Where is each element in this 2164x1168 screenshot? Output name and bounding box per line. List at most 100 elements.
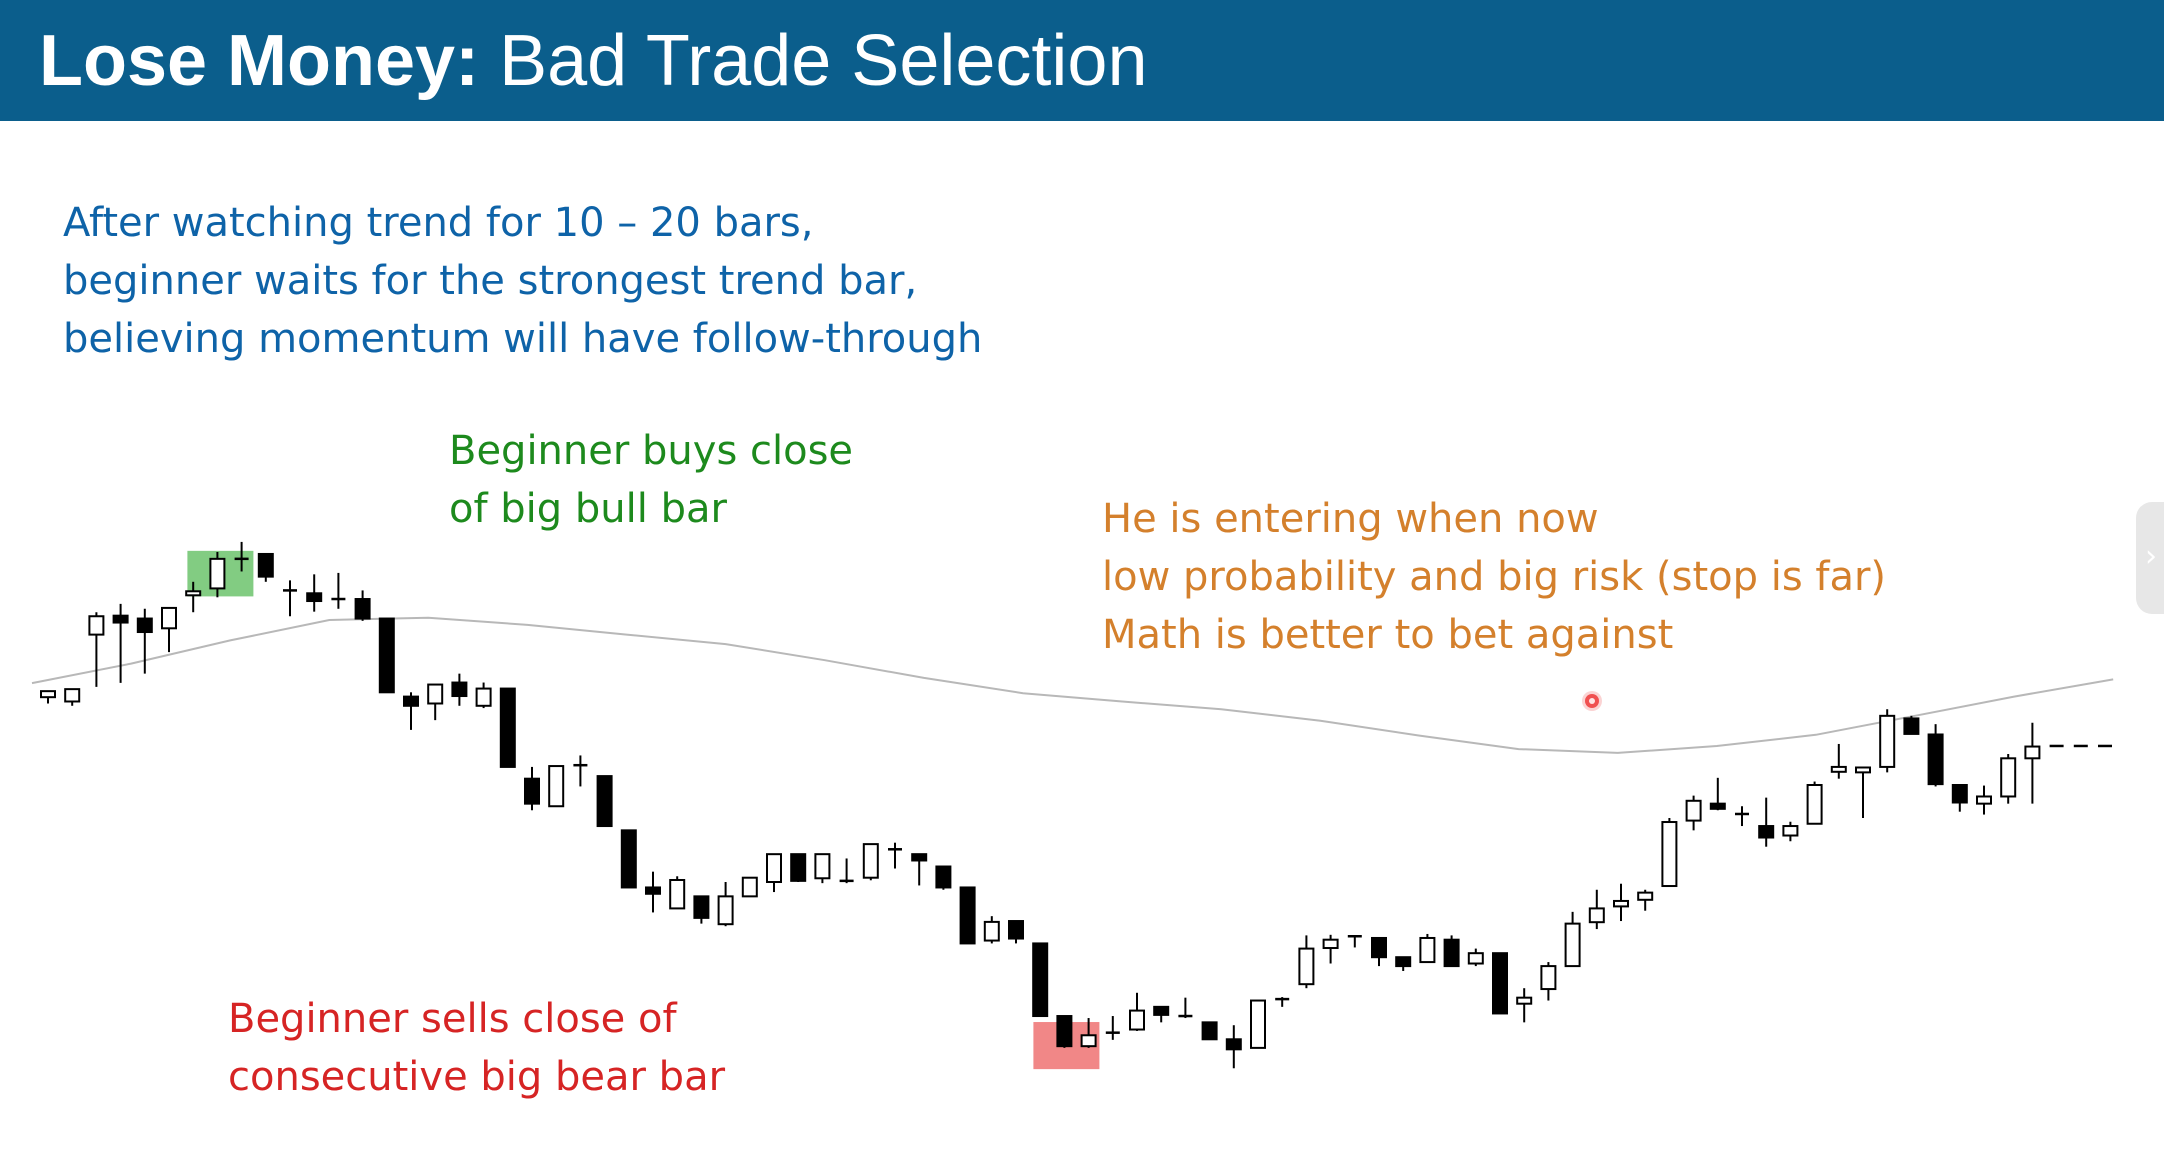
candle xyxy=(693,895,710,924)
candle xyxy=(766,853,782,893)
candle xyxy=(64,688,81,706)
candle-bear-body xyxy=(959,886,976,945)
slide-title-rest: Bad Trade Selection xyxy=(479,21,1148,101)
candle xyxy=(185,581,202,613)
candle-bear-body xyxy=(1395,956,1412,968)
candle xyxy=(1032,942,1049,1018)
candle xyxy=(1830,743,1847,779)
candle xyxy=(596,775,613,828)
candle xyxy=(1008,920,1024,944)
candle-bull-body xyxy=(2024,745,2041,760)
candle xyxy=(1588,889,1605,930)
candle xyxy=(1927,724,1944,787)
candle-bull-body xyxy=(1467,952,1484,965)
candle-bull-body xyxy=(1661,821,1678,888)
candle xyxy=(862,843,879,881)
candle xyxy=(548,765,565,808)
candle-bear-body xyxy=(1201,1021,1218,1041)
candle xyxy=(2024,722,2041,804)
candle-bull-body xyxy=(1250,999,1266,1049)
candle-bull-body xyxy=(1637,891,1654,901)
candle-bear-body xyxy=(1443,938,1460,968)
candle xyxy=(257,552,274,582)
candle-bull-body xyxy=(88,615,105,636)
candle xyxy=(741,876,758,898)
candle xyxy=(40,690,56,704)
candle-bear-body xyxy=(693,895,710,919)
candle xyxy=(1735,806,1749,827)
candle xyxy=(1564,911,1581,968)
candle xyxy=(645,871,661,913)
candle-bull-body xyxy=(2000,757,2017,798)
candlestick-series xyxy=(40,541,2112,1069)
next-slide-tab[interactable]: › xyxy=(2136,502,2164,614)
candle xyxy=(1540,962,1557,1001)
candle xyxy=(717,882,734,927)
candle-bear-body xyxy=(112,614,129,624)
candle xyxy=(1129,992,1145,1031)
candle xyxy=(1201,1021,1218,1041)
candle xyxy=(1056,1015,1073,1048)
candle-bear-body xyxy=(1032,942,1049,1018)
candle-bull-body xyxy=(1782,825,1799,837)
candle-bear-body xyxy=(257,552,274,578)
candle xyxy=(1250,999,1266,1049)
candle xyxy=(88,612,105,687)
candle-bear-body xyxy=(524,777,540,805)
candle-bull-body xyxy=(161,606,177,630)
sell-annotation: Beginner sells close of consecutive big … xyxy=(228,990,725,1106)
candle xyxy=(1178,997,1193,1019)
candle xyxy=(1879,709,1896,773)
intro-line-2: beginner waits for the strongest trend b… xyxy=(63,258,918,304)
candle-bull-body xyxy=(475,687,492,707)
candle-bull-body xyxy=(1322,938,1339,950)
candle-bear-body xyxy=(1492,952,1508,1015)
candle-bull-body xyxy=(209,557,226,590)
candle xyxy=(959,886,976,945)
candle xyxy=(1395,956,1412,971)
candle-bear-body xyxy=(499,687,516,768)
candle-bull-body xyxy=(1806,784,1823,825)
candle xyxy=(499,687,516,768)
candle-bull-body xyxy=(1129,1009,1145,1031)
candle xyxy=(283,580,297,617)
candle-bull-body xyxy=(1588,907,1605,924)
chevron-right-icon: › xyxy=(2145,539,2157,574)
candle xyxy=(1467,948,1484,967)
candle xyxy=(1371,936,1387,967)
candle-bear-body xyxy=(935,865,952,889)
candle-bear-body xyxy=(790,853,807,882)
candle-bull-body xyxy=(717,895,734,926)
candle xyxy=(354,590,371,621)
pointer-dot xyxy=(1585,694,1599,708)
candle xyxy=(306,574,323,612)
buy-line-2: of big bull bar xyxy=(449,486,727,532)
candle-bull-body xyxy=(427,683,444,705)
sell-line-2: consecutive big bear bar xyxy=(228,1054,726,1100)
intro-line-3: believing momentum will have follow-thro… xyxy=(63,316,983,362)
candle-bull-body xyxy=(1879,714,1896,768)
candle xyxy=(161,606,177,653)
candle xyxy=(1951,784,1968,812)
slide-title-bold: Lose Money: xyxy=(39,21,480,101)
candle-bull-body xyxy=(1080,1034,1097,1048)
candle-bear-body xyxy=(911,853,928,862)
candle-bull-body xyxy=(1564,922,1581,968)
candle xyxy=(378,617,395,694)
candle-bear-body xyxy=(1225,1038,1242,1051)
candle-bear-body xyxy=(306,592,323,603)
candle xyxy=(209,551,226,598)
candle-bull-body xyxy=(741,876,758,898)
candle xyxy=(983,916,1000,944)
candle xyxy=(1347,934,1362,948)
candle xyxy=(1637,889,1654,911)
candle-bear-body xyxy=(1927,733,1944,786)
candle xyxy=(524,766,540,811)
candle xyxy=(1976,785,1992,815)
candle-bear-body xyxy=(596,775,613,828)
candle-bull-body xyxy=(814,853,831,880)
candle xyxy=(1806,781,1823,825)
candle-bear-body xyxy=(451,681,468,698)
candle xyxy=(427,683,444,721)
candle-bull-body xyxy=(862,843,879,879)
